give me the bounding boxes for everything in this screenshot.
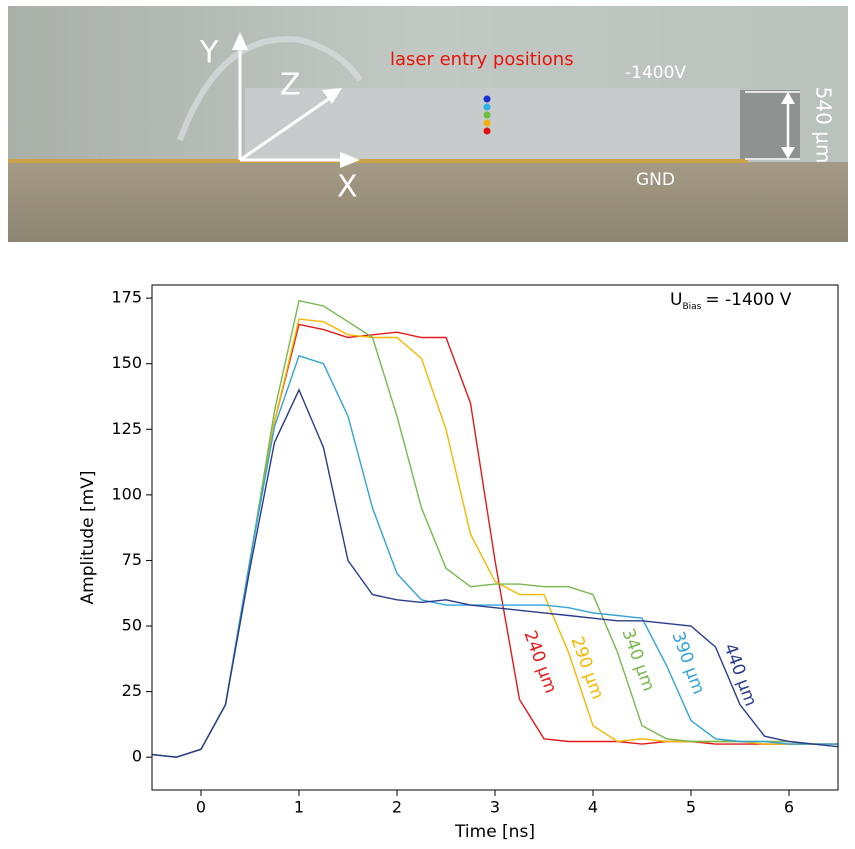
series-label: 390 µm [667,629,708,697]
y-axis-label: Amplitude [mV] [78,471,98,605]
axis-z-label: Z [280,68,301,103]
photo: Y Z X laser entry positions -1400V GND 5… [8,6,848,242]
series-label: 240 µm [519,628,560,696]
laser-dot [483,127,491,135]
axis-x-label: X [337,170,358,205]
voltage: -1400V [625,63,686,83]
series-line [151,354,838,758]
annotation-rest: = -1400 V [705,290,791,310]
ground: GND [636,170,675,190]
axes-arrows [232,32,800,168]
y-tick-label: 25 [122,681,142,700]
x-tick-label: 6 [784,798,794,817]
chart: 0 25 50 75 100 125 150 175 0 1 2 3 4 5 6 Time [ns] Ampli… [78,284,839,842]
y-tick-label: 175 [111,288,142,307]
y-tick-label: 150 [111,353,142,372]
axis-y-label: Y [199,36,219,71]
thickness: 540 µm [812,87,836,164]
y-tick-label: 100 [111,484,142,503]
x-tick-label: 4 [588,798,598,817]
x-tick-label: 3 [490,798,500,817]
laser-dot [483,119,491,127]
x-tick-label: 5 [686,798,696,817]
series-line [151,388,839,758]
y-tick-label: 75 [122,550,142,569]
caption: laser entry positions [390,49,574,70]
x-tick-label: 2 [392,798,402,817]
substrate [8,162,848,242]
x-axis-label: Time [ns] [454,822,535,842]
laser-dot [483,103,491,111]
x-tick-label: 0 [196,798,206,817]
y-tick-label: 125 [111,419,142,438]
series-label: 290 µm [566,634,607,702]
gold-strip [8,159,748,163]
laser-dot [483,111,491,119]
laser-dot [483,95,491,103]
annotation: UBias = -1400 V [670,290,792,312]
wire-bond [177,36,363,142]
series-label: 440 µm [719,641,760,709]
plot-frame [151,284,839,791]
annotation-main: U [670,290,682,310]
series-label: 340 µm [617,626,658,694]
y-tick-label: 50 [122,616,142,635]
series-line [151,299,838,758]
x-tick-label: 1 [294,798,304,817]
sensor [245,88,740,160]
y-tick-label: 0 [132,747,142,766]
annotation-sub: Bias [682,302,701,312]
